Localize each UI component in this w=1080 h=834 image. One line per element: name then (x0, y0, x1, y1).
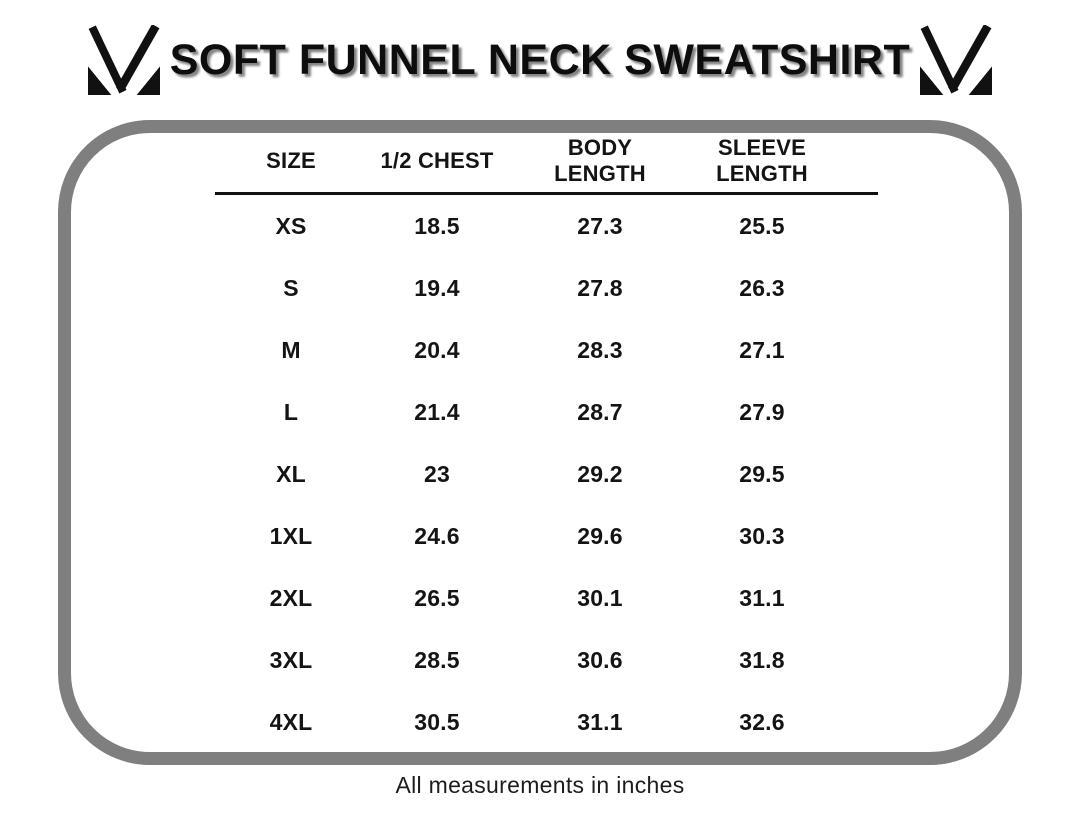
half-chest-cell: 20.4 (414, 336, 460, 363)
column-header-body-length: BODY LENGTH (554, 134, 646, 186)
column-header-sleeve-length: SLEEVE LENGTH (716, 134, 808, 186)
sleeve-length-cell: 31.1 (739, 584, 785, 611)
size-cell: XL (276, 460, 306, 487)
table-row: L 21.4 28.7 27.9 (215, 381, 878, 443)
size-cell: XS (275, 212, 307, 239)
sleeve-length-cell: 30.3 (739, 522, 785, 549)
column-header-half-chest: 1/2 CHEST (380, 147, 494, 173)
size-cell: M (281, 336, 301, 363)
half-chest-cell: 21.4 (414, 398, 460, 425)
half-chest-cell: 30.5 (414, 708, 460, 735)
half-chest-cell: 23 (424, 460, 450, 487)
half-chest-cell: 24.6 (414, 522, 460, 549)
sleeve-length-cell: 32.6 (739, 708, 785, 735)
half-chest-cell: 19.4 (414, 274, 460, 301)
table-row: 1XL 24.6 29.6 30.3 (215, 505, 878, 567)
table-header-row: SIZE 1/2 CHEST BODY LENGTH SLEEVE LENGTH (215, 130, 878, 192)
sleeve-length-cell: 27.9 (739, 398, 785, 425)
table-row: 4XL 30.5 31.1 32.6 (215, 691, 878, 753)
table-row: XL 23 29.2 29.5 (215, 443, 878, 505)
sleeve-length-cell: 26.3 (739, 274, 785, 301)
sleeve-length-cell: 29.5 (739, 460, 785, 487)
size-table: SIZE 1/2 CHEST BODY LENGTH SLEEVE LENGTH… (215, 130, 878, 753)
body-length-cell: 31.1 (577, 708, 623, 735)
half-chest-cell: 28.5 (414, 646, 460, 673)
page-title: SOFT FUNNEL NECK SWEATSHIRT (169, 35, 911, 84)
mm-monogram-icon (920, 25, 993, 95)
half-chest-cell: 26.5 (414, 584, 460, 611)
mm-monogram-icon (87, 25, 160, 95)
header-divider (215, 192, 878, 195)
body-length-cell: 29.6 (577, 522, 623, 549)
body-length-cell: 30.6 (577, 646, 623, 673)
table-row: XS 18.5 27.3 25.5 (215, 195, 878, 257)
size-cell: 1XL (269, 522, 313, 549)
sleeve-length-cell: 31.8 (739, 646, 785, 673)
table-row: S 19.4 27.8 26.3 (215, 257, 878, 319)
table-body: XS 18.5 27.3 25.5 S 19.4 27.8 26.3 M 20.… (215, 195, 878, 753)
sleeve-length-cell: 27.1 (739, 336, 785, 363)
sleeve-length-cell: 25.5 (739, 212, 785, 239)
size-cell: 4XL (269, 708, 313, 735)
column-header-size: SIZE (266, 147, 316, 173)
size-cell: S (283, 274, 299, 301)
table-row: M 20.4 28.3 27.1 (215, 319, 878, 381)
table-row: 2XL 26.5 30.1 31.1 (215, 567, 878, 629)
table-row: 3XL 28.5 30.6 31.8 (215, 629, 878, 691)
body-length-cell: 30.1 (577, 584, 623, 611)
size-cell: L (283, 398, 299, 425)
chart-frame (58, 120, 1022, 765)
body-length-cell: 29.2 (577, 460, 623, 487)
body-length-cell: 28.3 (577, 336, 623, 363)
body-length-cell: 28.7 (577, 398, 623, 425)
brand-logo-right (920, 25, 993, 95)
size-cell: 3XL (269, 646, 313, 673)
brand-logo-left (87, 25, 160, 95)
footer-note: All measurements in inches (395, 772, 685, 798)
size-cell: 2XL (269, 584, 313, 611)
body-length-cell: 27.8 (577, 274, 623, 301)
body-length-cell: 27.3 (577, 212, 623, 239)
half-chest-cell: 18.5 (414, 212, 460, 239)
header: SOFT FUNNEL NECK SWEATSHIRT (0, 14, 1080, 106)
